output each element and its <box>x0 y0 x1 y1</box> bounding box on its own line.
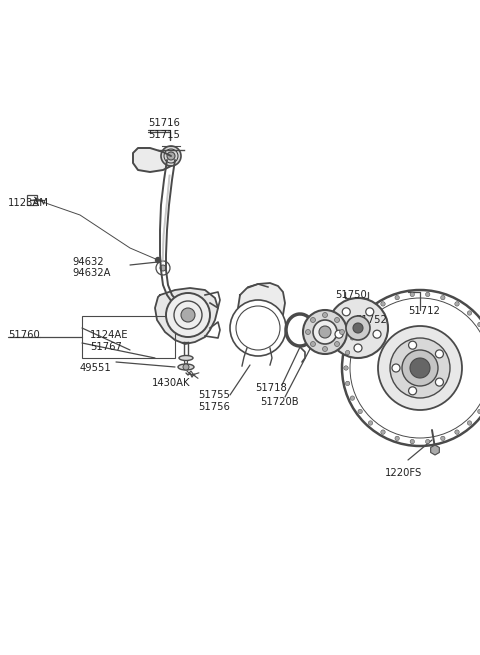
Circle shape <box>468 421 472 425</box>
Bar <box>82 316 175 358</box>
Circle shape <box>342 308 350 316</box>
Text: 49551: 49551 <box>80 363 112 373</box>
Circle shape <box>335 330 343 338</box>
Circle shape <box>408 341 417 349</box>
Text: 51767: 51767 <box>90 342 122 352</box>
Circle shape <box>381 430 385 434</box>
Circle shape <box>311 341 315 346</box>
Text: 51720B: 51720B <box>260 397 299 407</box>
Circle shape <box>390 338 450 398</box>
Circle shape <box>392 364 400 372</box>
Polygon shape <box>133 148 175 172</box>
Circle shape <box>408 387 417 395</box>
Text: 1124AE: 1124AE <box>90 330 129 340</box>
Text: 51760: 51760 <box>8 330 40 340</box>
Text: 1220FS: 1220FS <box>385 468 422 478</box>
Circle shape <box>346 316 370 340</box>
Ellipse shape <box>179 356 193 360</box>
Circle shape <box>426 440 430 444</box>
Polygon shape <box>236 283 285 355</box>
Circle shape <box>410 292 414 297</box>
Circle shape <box>166 293 210 337</box>
Text: 51752: 51752 <box>355 315 387 325</box>
Circle shape <box>350 396 355 400</box>
Circle shape <box>313 320 337 344</box>
Circle shape <box>183 364 189 370</box>
Text: 51716: 51716 <box>148 118 180 128</box>
Circle shape <box>426 292 430 297</box>
Circle shape <box>305 329 311 335</box>
Circle shape <box>335 318 339 322</box>
Polygon shape <box>155 288 218 344</box>
Circle shape <box>395 436 399 441</box>
Text: 51718: 51718 <box>255 383 287 393</box>
Text: 51755: 51755 <box>198 390 230 400</box>
Circle shape <box>402 350 438 386</box>
Text: 1430AK: 1430AK <box>152 378 191 388</box>
Circle shape <box>358 322 362 327</box>
Circle shape <box>344 365 348 370</box>
Circle shape <box>311 318 315 322</box>
Text: 51715: 51715 <box>148 130 180 140</box>
Circle shape <box>381 302 385 306</box>
Circle shape <box>468 311 472 315</box>
Circle shape <box>354 344 362 352</box>
Circle shape <box>161 146 181 166</box>
Text: 94632A: 94632A <box>72 268 110 278</box>
Circle shape <box>378 326 462 410</box>
Circle shape <box>441 295 445 300</box>
Circle shape <box>181 308 195 322</box>
Circle shape <box>323 346 327 352</box>
Circle shape <box>156 257 160 263</box>
Circle shape <box>455 430 459 434</box>
Circle shape <box>366 308 374 316</box>
Ellipse shape <box>178 364 194 370</box>
Circle shape <box>230 300 286 356</box>
Circle shape <box>368 421 372 425</box>
Text: 51750: 51750 <box>335 290 367 300</box>
Text: 51756: 51756 <box>198 402 230 412</box>
Bar <box>27 195 37 205</box>
Circle shape <box>346 381 350 386</box>
Circle shape <box>167 152 175 160</box>
Circle shape <box>350 336 355 340</box>
Circle shape <box>323 312 327 318</box>
Circle shape <box>335 341 339 346</box>
Circle shape <box>160 265 166 271</box>
Circle shape <box>435 378 444 386</box>
Circle shape <box>441 436 445 441</box>
Circle shape <box>368 311 372 315</box>
Circle shape <box>478 322 480 327</box>
Circle shape <box>319 326 331 338</box>
Circle shape <box>358 409 362 414</box>
Circle shape <box>346 350 350 355</box>
Circle shape <box>339 329 345 335</box>
Circle shape <box>478 409 480 414</box>
Circle shape <box>455 302 459 306</box>
Polygon shape <box>431 445 439 455</box>
Circle shape <box>395 295 399 300</box>
Circle shape <box>435 350 444 358</box>
Text: 1123AM: 1123AM <box>8 198 49 208</box>
Circle shape <box>410 440 414 444</box>
Circle shape <box>328 298 388 358</box>
Circle shape <box>410 358 430 378</box>
Text: 51712: 51712 <box>408 306 440 316</box>
Circle shape <box>353 323 363 333</box>
Circle shape <box>373 330 381 338</box>
Text: 94632: 94632 <box>72 257 104 267</box>
Circle shape <box>303 310 347 354</box>
